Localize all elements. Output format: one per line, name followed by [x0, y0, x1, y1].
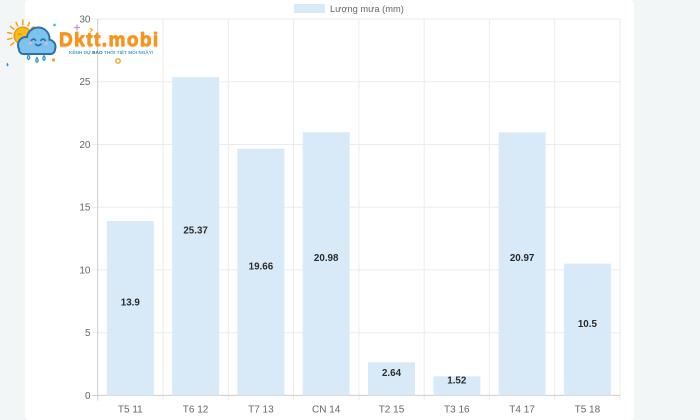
svg-text:Lượng mưa (mm): Lượng mưa (mm) — [330, 4, 404, 14]
svg-text:15: 15 — [79, 203, 91, 214]
svg-text:2.64: 2.64 — [382, 368, 402, 379]
svg-text:CN 14: CN 14 — [312, 404, 341, 415]
svg-text:19.66: 19.66 — [249, 262, 274, 273]
svg-text:T2 15: T2 15 — [379, 404, 405, 415]
svg-text:T5 18: T5 18 — [575, 404, 601, 415]
svg-text:T3 16: T3 16 — [444, 404, 470, 415]
svg-text:25.37: 25.37 — [183, 226, 208, 237]
svg-text:13.9: 13.9 — [121, 298, 141, 309]
svg-text:T5 11: T5 11 — [118, 404, 143, 415]
svg-text:25: 25 — [79, 77, 91, 88]
svg-text:5: 5 — [85, 328, 91, 339]
svg-text:T7 13: T7 13 — [248, 404, 274, 415]
svg-text:1.52: 1.52 — [447, 375, 467, 386]
svg-text:20: 20 — [79, 140, 91, 151]
svg-text:10.5: 10.5 — [578, 319, 598, 330]
svg-text:30: 30 — [79, 14, 91, 25]
svg-text:10: 10 — [79, 265, 91, 276]
svg-text:20.98: 20.98 — [314, 253, 339, 264]
svg-text:T4 17: T4 17 — [509, 404, 535, 415]
svg-text:20.97: 20.97 — [510, 253, 535, 264]
svg-text:0: 0 — [85, 391, 91, 402]
svg-text:T6 12: T6 12 — [183, 404, 209, 415]
